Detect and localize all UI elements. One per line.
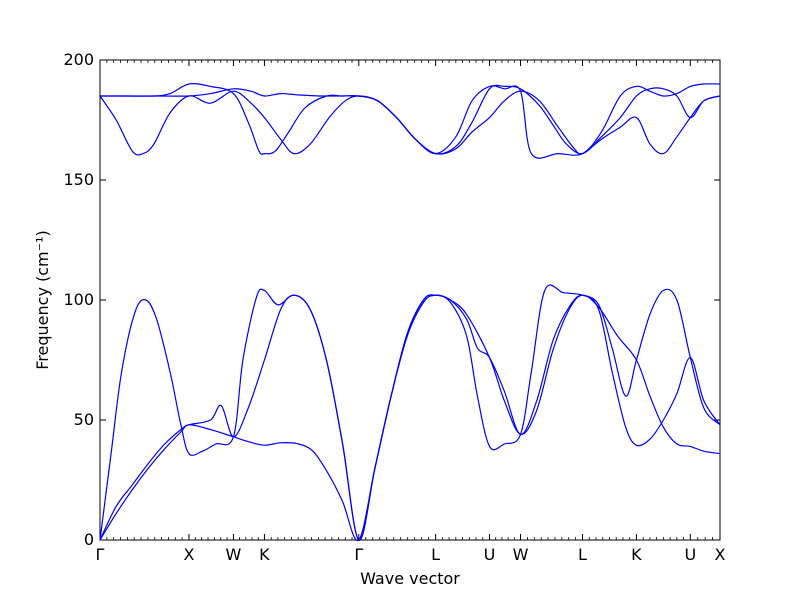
x-tick-label: Γ (354, 545, 363, 564)
y-tick-label: 0 (84, 530, 94, 549)
y-tick-label: 50 (74, 410, 94, 429)
y-tick-label: 150 (63, 170, 94, 189)
x-tick-label: U (484, 545, 496, 564)
x-tick-label: K (259, 545, 270, 564)
y-axis-label: Frequency (cm⁻¹) (33, 230, 52, 369)
x-axis-label: Wave vector (360, 569, 460, 588)
x-tick-label: W (226, 545, 242, 564)
y-ticks: 0 50 100 150 200 (63, 50, 720, 549)
band-line-1 (99, 294, 721, 542)
x-tick-label: L (578, 545, 587, 564)
band-line-3 (99, 284, 721, 541)
y-tick-label: 100 (63, 290, 94, 309)
band-line-5 (99, 84, 721, 155)
x-tick-label: Γ (96, 545, 105, 564)
x-tick-label: X (715, 545, 726, 564)
plot-frame (99, 59, 721, 541)
band-line-6 (99, 83, 721, 159)
y-tick-label: 200 (63, 50, 94, 69)
x-tick-label: X (183, 545, 194, 564)
bands (99, 83, 721, 542)
x-tick-label: W (513, 545, 529, 564)
x-tick-label: L (431, 545, 440, 564)
x-tick-label: U (684, 545, 696, 564)
x-tick-label: K (631, 545, 642, 564)
